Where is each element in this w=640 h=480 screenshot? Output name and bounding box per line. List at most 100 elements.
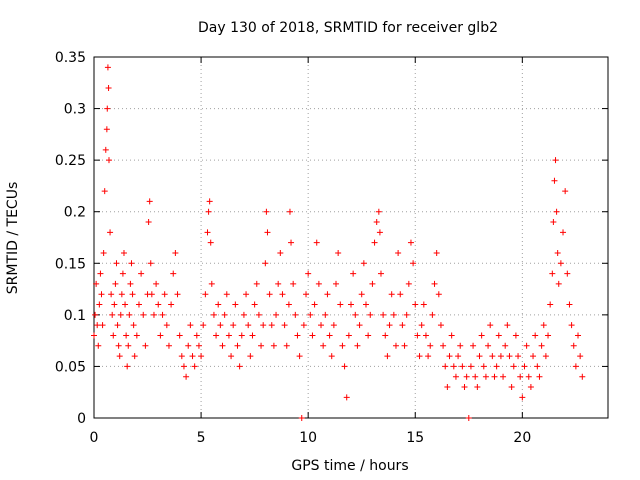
data-point — [311, 301, 318, 308]
data-point — [515, 353, 522, 360]
data-point — [487, 322, 494, 329]
data-point — [236, 363, 243, 370]
y-tick-label: 0.3 — [64, 102, 86, 118]
data-point — [131, 353, 138, 360]
data-point — [557, 260, 564, 267]
data-point — [148, 291, 155, 298]
data-point — [103, 126, 110, 133]
data-point — [125, 342, 132, 349]
data-point — [448, 332, 455, 339]
data-point — [117, 311, 124, 318]
y-tick-label: 0.15 — [55, 256, 86, 272]
data-point — [313, 239, 320, 246]
data-point — [579, 373, 586, 380]
data-point — [101, 188, 108, 195]
data-point — [422, 332, 429, 339]
data-point — [512, 332, 519, 339]
y-tick-label: 0.1 — [64, 308, 86, 324]
data-point — [506, 353, 513, 360]
data-point — [345, 332, 352, 339]
data-point — [553, 208, 560, 215]
data-point — [288, 239, 295, 246]
data-point — [277, 249, 284, 256]
data-point — [343, 394, 350, 401]
data-point — [552, 157, 559, 164]
data-point — [207, 239, 214, 246]
data-point — [465, 415, 472, 421]
chart-title: Day 130 of 2018, SRMTID for receiver glb… — [198, 20, 498, 36]
data-point — [232, 301, 239, 308]
data-point — [128, 260, 135, 267]
data-point — [98, 291, 105, 298]
data-point — [373, 219, 380, 226]
data-point — [403, 311, 410, 318]
data-point — [198, 353, 205, 360]
data-point — [452, 373, 459, 380]
data-point — [480, 363, 487, 370]
data-point — [305, 270, 312, 277]
data-point — [187, 322, 194, 329]
data-point — [472, 373, 479, 380]
data-points — [91, 64, 586, 421]
data-point — [281, 322, 288, 329]
data-point — [230, 322, 237, 329]
data-point — [550, 219, 557, 226]
data-point — [113, 260, 120, 267]
data-point — [376, 229, 383, 236]
data-point — [114, 322, 121, 329]
x-tick-label: 5 — [197, 430, 206, 446]
data-point — [549, 270, 556, 277]
data-point — [416, 353, 423, 360]
data-point — [119, 270, 126, 277]
data-point — [493, 363, 500, 370]
data-point — [99, 322, 106, 329]
data-point — [410, 260, 417, 267]
data-point — [303, 291, 310, 298]
data-point — [268, 322, 275, 329]
data-point — [147, 260, 154, 267]
data-point — [470, 342, 477, 349]
data-point — [130, 322, 137, 329]
data-point — [111, 301, 118, 308]
data-point — [425, 353, 432, 360]
data-point — [234, 342, 241, 349]
data-point — [206, 198, 213, 205]
data-point — [253, 280, 260, 287]
data-point — [547, 301, 554, 308]
data-point — [386, 322, 393, 329]
data-point — [497, 353, 504, 360]
data-point — [116, 353, 123, 360]
data-point — [263, 208, 270, 215]
data-point — [572, 363, 579, 370]
data-point — [330, 322, 337, 329]
data-point — [341, 363, 348, 370]
data-point — [534, 363, 541, 370]
data-point — [262, 260, 269, 267]
data-point — [525, 373, 532, 380]
data-point — [213, 332, 220, 339]
data-point — [369, 280, 376, 287]
data-point — [221, 311, 228, 318]
data-point — [205, 208, 212, 215]
data-point — [97, 270, 104, 277]
data-point — [292, 311, 299, 318]
data-point — [532, 332, 539, 339]
data-point — [285, 301, 292, 308]
data-point — [180, 363, 187, 370]
x-axis-label: GPS time / hours — [291, 458, 408, 474]
data-point — [536, 373, 543, 380]
y-tick-label: 0.2 — [64, 205, 86, 221]
data-point — [174, 291, 181, 298]
data-point — [120, 249, 127, 256]
data-point — [570, 342, 577, 349]
data-point — [478, 332, 485, 339]
data-point — [418, 322, 425, 329]
data-point — [146, 198, 153, 205]
data-point — [566, 301, 573, 308]
data-point — [433, 249, 440, 256]
data-point — [354, 342, 361, 349]
data-point — [517, 373, 524, 380]
data-point — [463, 373, 470, 380]
data-point — [440, 342, 447, 349]
data-point — [95, 342, 102, 349]
